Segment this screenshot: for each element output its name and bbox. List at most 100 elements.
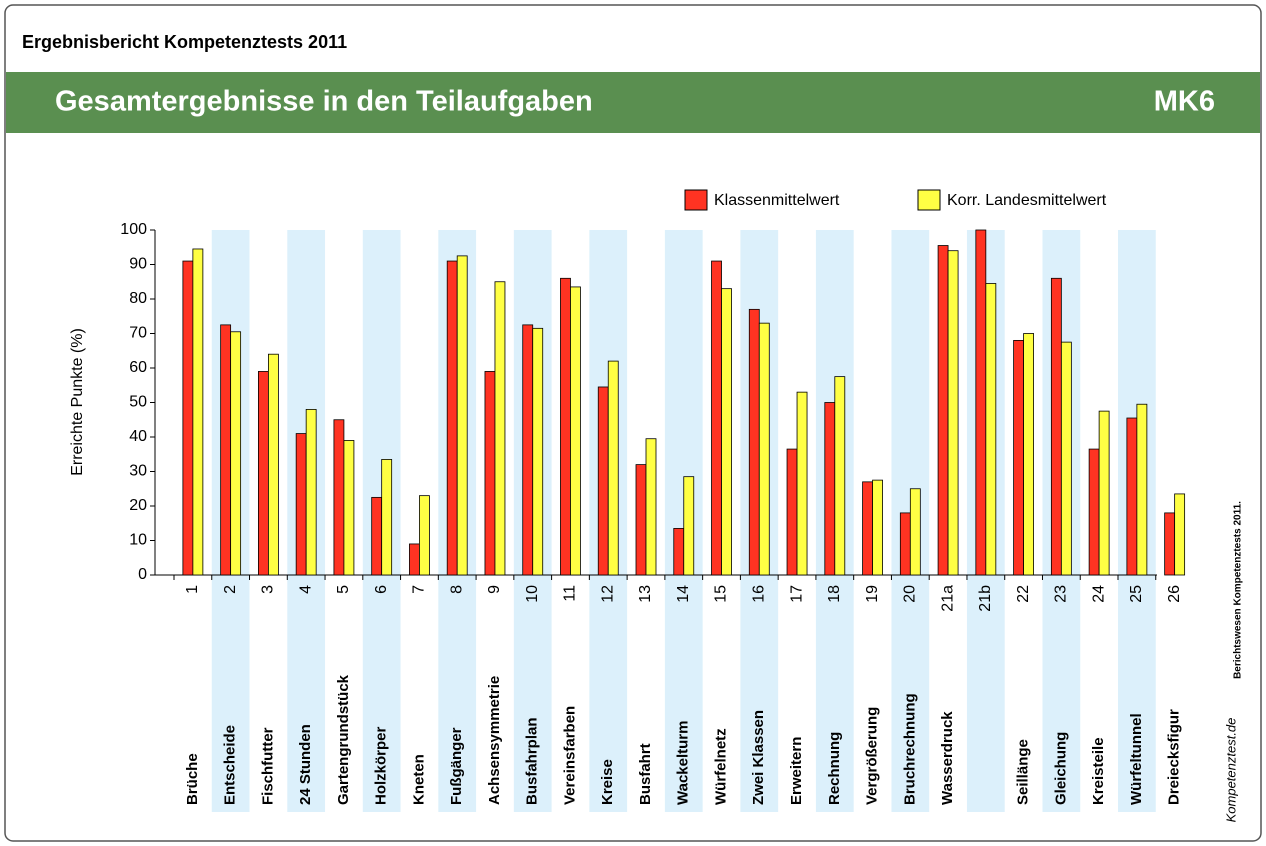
task-name: Fußgänger (448, 727, 465, 805)
credit: Berichtswesen Kompetenztests 2011. (1233, 501, 1244, 679)
x-tick-label: 25 (1128, 585, 1145, 603)
bar (371, 496, 383, 576)
task-name: Gartengrundstück (335, 674, 352, 805)
page-title: Gesamtergebnisse in den Teilaufgaben (55, 86, 593, 118)
y-tick-label: 60 (129, 359, 147, 376)
bar (267, 353, 279, 576)
task-name: Dreiecksfigur (1166, 709, 1183, 805)
bar (1050, 277, 1062, 576)
task-name: Vereinsfarben (561, 706, 578, 805)
y-tick-label: 50 (129, 394, 147, 411)
bar (985, 283, 997, 576)
x-tick-label: 23 (1053, 585, 1070, 603)
bar (796, 391, 808, 576)
bar (824, 402, 836, 576)
x-tick-label: 9 (486, 585, 503, 594)
x-tick-label: 6 (373, 585, 390, 594)
bar (683, 476, 695, 576)
y-tick-label: 10 (129, 532, 147, 549)
task-name: Wackelturm (675, 721, 692, 805)
y-tick-label: 80 (129, 290, 147, 307)
task-name: Würfelnetz (712, 728, 729, 805)
page-code: MK6 (1154, 86, 1215, 118)
y-tick-label: 70 (129, 325, 147, 342)
bar (872, 479, 883, 576)
y-tick-label: 100 (120, 221, 147, 238)
y-axis-label: Erreichte Punkte (%) (69, 328, 86, 476)
title-band (6, 72, 1260, 133)
task-name: Achsensymmetrie (486, 676, 503, 805)
bar (570, 286, 581, 576)
bar (1164, 512, 1176, 576)
bar (560, 277, 571, 576)
bar (494, 281, 506, 576)
bar (220, 324, 232, 576)
y-tick-label: 90 (129, 256, 147, 273)
bar (343, 440, 355, 576)
bar (748, 308, 760, 576)
bar (758, 322, 770, 576)
task-name: Kreise (599, 759, 616, 805)
bar (532, 327, 544, 576)
bar (409, 543, 420, 576)
x-tick-label: 20 (902, 585, 919, 603)
bar (1013, 339, 1024, 576)
bar (1174, 493, 1186, 576)
bar (1060, 341, 1072, 576)
x-tick-label: 15 (713, 585, 730, 603)
x-tick-label: 8 (448, 585, 465, 594)
x-tick-label: 11 (562, 585, 579, 602)
task-name: Seillänge (1015, 739, 1032, 805)
task-name: Würfeltunnel (1128, 713, 1145, 805)
task-name: Kreisteile (1090, 737, 1107, 805)
bar (305, 408, 317, 576)
task-name: Erweitern (788, 737, 805, 805)
task-name: Busfahrplan (524, 717, 541, 805)
bar (1088, 448, 1100, 576)
bar (862, 481, 873, 576)
x-tick-label: 26 (1166, 585, 1183, 603)
x-tick-label: 3 (260, 585, 277, 594)
x-tick-label: 4 (297, 585, 314, 594)
x-tick-label: 5 (335, 585, 352, 594)
task-name: 24 Stunden (297, 724, 314, 805)
bar (673, 528, 685, 576)
task-name: Rechnung (826, 732, 843, 805)
bar (597, 386, 609, 576)
x-tick-label: 17 (788, 585, 805, 603)
legend-label: Klassenmittelwert (714, 192, 840, 209)
x-tick-label: 14 (675, 585, 692, 603)
bar (333, 419, 345, 576)
task-name: Holzkörper (373, 726, 390, 805)
x-tick-label: 18 (826, 585, 843, 603)
logo: Kompetenztest.de (1223, 718, 1238, 823)
bar (484, 371, 496, 576)
bar (456, 255, 468, 576)
task-name: Zwei Klassen (750, 710, 767, 805)
x-tick-label: 22 (1015, 585, 1032, 603)
bar (635, 464, 647, 576)
task-name: Wasserdruck (939, 711, 956, 805)
task-name: Kneten (410, 754, 427, 805)
bar (909, 488, 921, 576)
bar (295, 433, 307, 576)
bar (947, 250, 959, 576)
bar (446, 260, 458, 576)
x-tick-label: 2 (222, 585, 239, 594)
report-title: Ergebnisbericht Kompetenztests 2011 (22, 32, 347, 52)
bar (899, 512, 911, 576)
x-tick-label: 19 (864, 585, 881, 603)
bar (230, 331, 242, 576)
x-tick-label: 7 (411, 585, 428, 594)
bar (522, 324, 534, 576)
bar (711, 260, 722, 576)
bar (1126, 417, 1138, 576)
bar (1098, 410, 1110, 576)
y-tick-label: 30 (129, 463, 147, 480)
bar (937, 245, 949, 576)
x-tick-label: 21b (977, 585, 994, 612)
task-name: Entscheide (222, 725, 239, 805)
bar (419, 495, 430, 576)
bar (192, 248, 204, 576)
bar (721, 288, 732, 576)
